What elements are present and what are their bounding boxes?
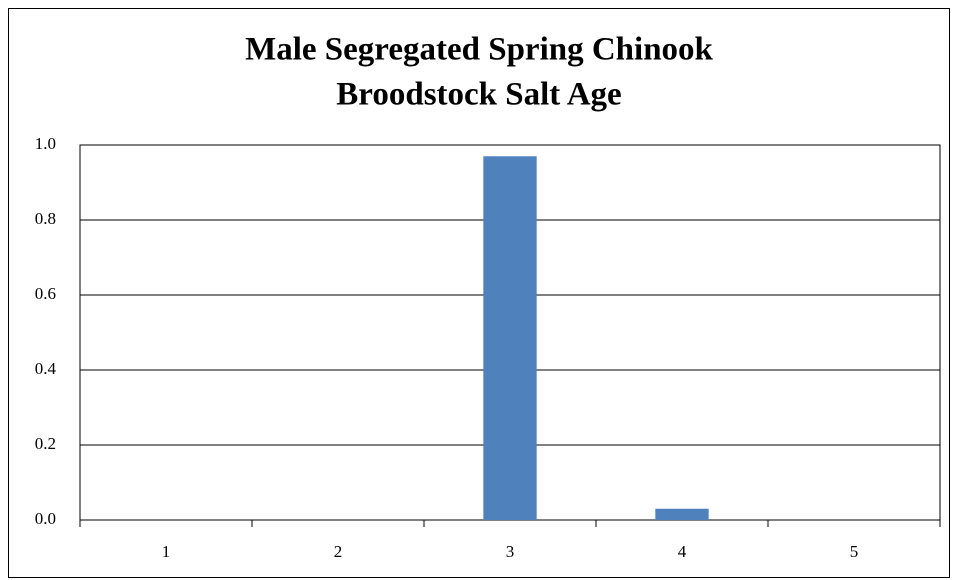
y-tick-label: 0.8	[35, 209, 56, 228]
y-tick-label: 0.0	[35, 509, 56, 528]
chart-border	[8, 8, 950, 578]
bar	[655, 508, 709, 520]
x-tick-label: 3	[506, 542, 515, 561]
y-tick-label: 0.6	[35, 284, 56, 303]
y-tick-label: 0.2	[35, 434, 56, 453]
y-tick-label: 0.4	[35, 359, 57, 378]
x-tick-label: 1	[162, 542, 171, 561]
x-tick-label: 4	[678, 542, 687, 561]
x-tick-label: 5	[850, 542, 859, 561]
chart-title: Male Segregated Spring Chinook	[245, 32, 713, 68]
chart-title: Broodstock Salt Age	[336, 77, 621, 113]
x-tick-label: 2	[334, 542, 343, 561]
y-tick-label: 1.0	[35, 134, 56, 153]
bar	[483, 156, 537, 520]
